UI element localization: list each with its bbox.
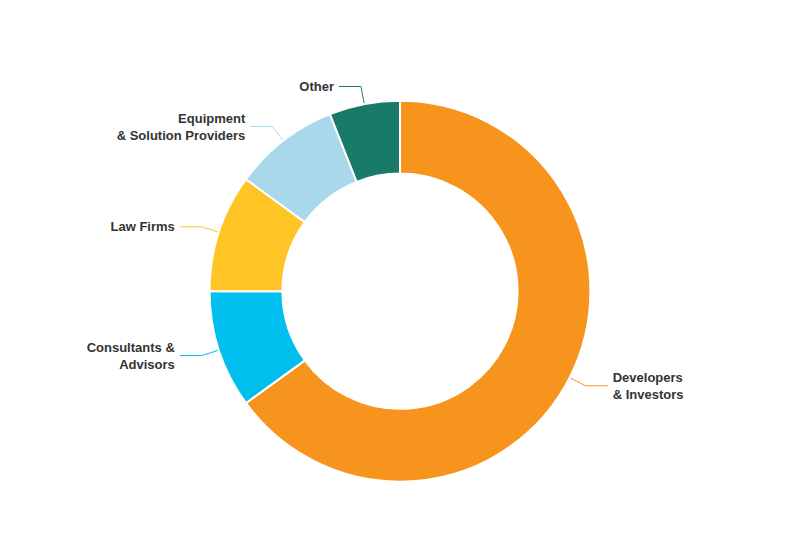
svg-text:Equipment: Equipment [178,111,246,126]
svg-text:Law Firms: Law Firms [111,219,175,234]
svg-text:& Investors: & Investors [613,387,684,402]
svg-text:Consultants &: Consultants & [87,340,175,355]
svg-text:Other: Other [299,79,334,94]
svg-text:& Solution Providers: & Solution Providers [117,128,246,143]
svg-text:Developers: Developers [613,370,683,385]
svg-text:Advisors: Advisors [119,357,175,372]
